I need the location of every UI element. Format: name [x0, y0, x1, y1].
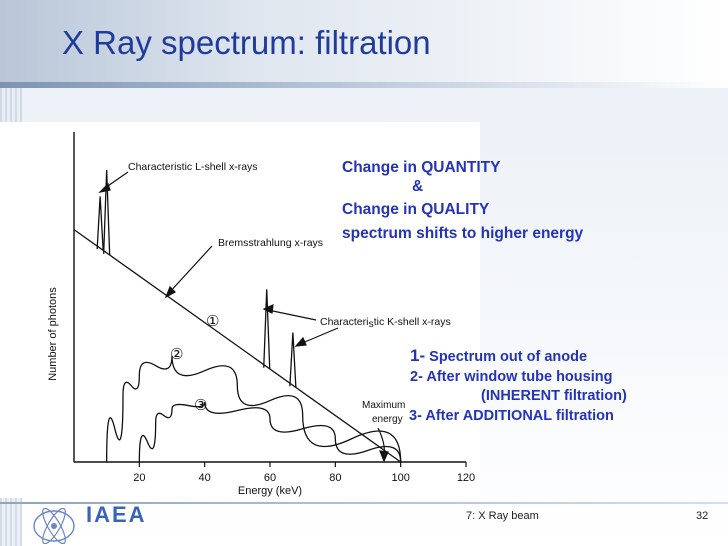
footer-divider	[0, 502, 728, 504]
footer: IAEA 7: X Ray beam 32	[0, 502, 728, 546]
iaea-emblem-icon	[33, 508, 75, 544]
legend-item-3: 3- After ADDITIONAL filtration	[409, 408, 614, 424]
characteristic-peak-2	[103, 169, 111, 255]
k-shell-arrowhead-b	[294, 336, 307, 347]
spectrum-curve-2	[106, 355, 402, 463]
legend-item-1: 1- Spectrum out of anode	[410, 346, 587, 367]
brems-arrowhead	[164, 285, 176, 299]
characteristic-peak-3	[263, 289, 271, 369]
quantity-note: Change in QUANTITY	[342, 159, 501, 176]
shift-note: spectrum shifts to higher energy	[342, 225, 584, 242]
x-tick-label-20: 20	[133, 472, 145, 484]
iaea-logo-text: IAEA	[86, 502, 147, 527]
max-energy-arrowhead	[379, 450, 389, 463]
x-tick-label-80: 80	[329, 472, 341, 484]
title-band	[0, 0, 728, 88]
curve-label-3: ③	[194, 396, 207, 414]
y-axis-label: Number of photons	[47, 287, 59, 381]
slide-title: X Ray spectrum: filtration	[62, 24, 431, 61]
legend-item-1-text: Spectrum out of anode	[425, 349, 588, 365]
x-tick-label-120: 120	[457, 472, 475, 484]
k-shell-arrow-a	[267, 309, 317, 321]
x-axis-label: Energy (keV)	[238, 485, 302, 497]
legend-item-1-number: 1-	[410, 346, 426, 365]
characteristic-peak-1	[96, 196, 104, 251]
brems-label: Bremsstrahlung x-rays	[218, 237, 323, 249]
k-shell-arrowhead-a	[262, 304, 274, 314]
quality-note: Change in QUALITY	[342, 201, 490, 218]
spectrum-curve-3	[138, 402, 402, 463]
x-tick-label-40: 40	[199, 472, 211, 484]
page-number: 32	[696, 510, 709, 522]
l-shell-label: Characteristic L-shell x-rays	[128, 161, 258, 173]
max-energy-label-1: Maximum	[362, 400, 405, 411]
ampersand-note: &	[412, 178, 424, 195]
legend-item-2b: (INHERENT filtration)	[481, 388, 627, 404]
k-shell-label: Characteristic K-shell x-rays	[320, 316, 451, 330]
characteristic-peak-4	[289, 332, 297, 388]
curve-label-1: ①	[206, 312, 219, 330]
brems-arrow	[167, 245, 213, 295]
figure-panel	[0, 122, 480, 498]
legend-item-2: 2- After window tube housing	[410, 369, 613, 385]
spectrum-curve-1	[73, 229, 402, 463]
x-tick-label-60: 60	[264, 472, 276, 484]
max-energy-label-2: energy	[372, 414, 403, 425]
k-shell-arrow-b	[299, 327, 339, 345]
l-shell-arrowhead	[98, 182, 111, 193]
curve-label-2: ②	[170, 345, 183, 363]
x-tick-label-100: 100	[391, 472, 409, 484]
footer-section: 7: X Ray beam	[466, 510, 539, 522]
